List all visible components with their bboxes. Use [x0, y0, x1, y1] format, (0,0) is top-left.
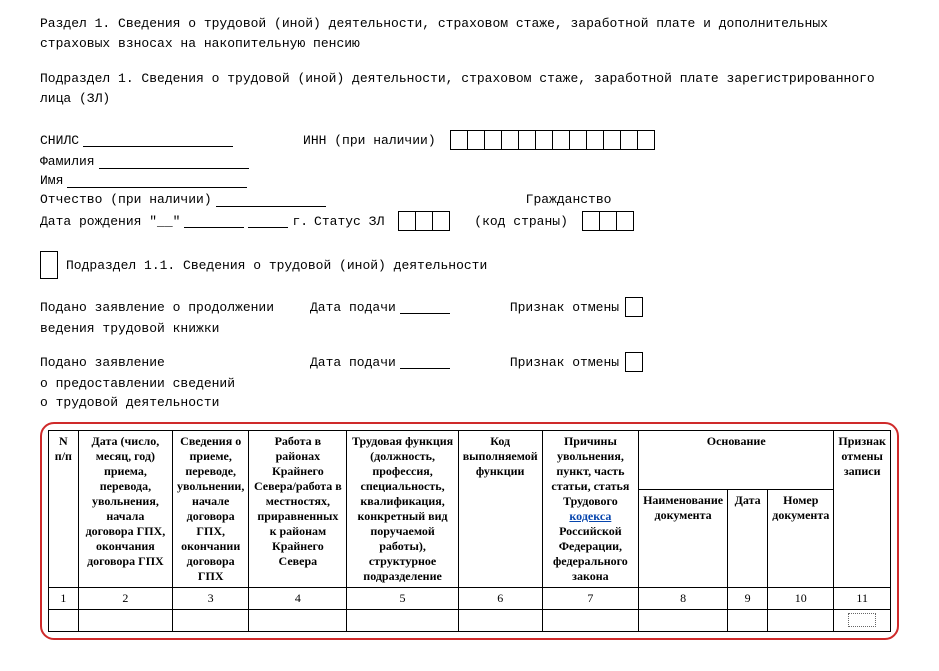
th-2: Дата (число, месяц, год) приема, перевод… [78, 431, 172, 588]
birthdate-month-input[interactable] [184, 214, 244, 228]
name-input[interactable] [67, 174, 247, 188]
codex-link[interactable]: кодекса [569, 509, 611, 523]
date-submit-input-2[interactable] [400, 355, 450, 369]
th-6: Код выполняемой функции [458, 431, 542, 588]
table-highlight-frame: N п/п Дата (число, месяц, год) приема, п… [40, 422, 899, 640]
name-label: Имя [40, 173, 63, 188]
app2-row2: о предоставлении сведений [40, 376, 899, 391]
surname-label: Фамилия [40, 154, 95, 169]
status-cells[interactable] [398, 211, 450, 231]
year-g-label: г. [292, 214, 308, 229]
app2-row3: о трудовой деятельности [40, 395, 899, 410]
surname-input[interactable] [99, 155, 249, 169]
patronymic-row: Отчество (при наличии) Гражданство [40, 192, 899, 207]
subsection11-checkbox[interactable] [40, 251, 58, 279]
inn-label: ИНН (при наличии) [303, 133, 436, 148]
num-10: 10 [768, 588, 834, 610]
th-5: Трудовая функция (должность, профессия, … [347, 431, 458, 588]
num-9: 9 [728, 588, 768, 610]
th-7: Причины увольнения, пункт, часть статьи,… [542, 431, 638, 588]
app1-row: Подано заявление о продолжении Дата пода… [40, 297, 899, 317]
th-9: Дата [728, 489, 768, 587]
num-8: 8 [639, 588, 728, 610]
country-code-label: (код страны) [474, 214, 568, 229]
subsection11-label: Подраздел 1.1. Сведения о трудовой (иной… [66, 258, 487, 273]
th-10: Номер документа [768, 489, 834, 587]
country-code-cells[interactable] [582, 211, 634, 231]
table-number-row: 1 2 3 4 5 6 7 8 9 10 11 [49, 588, 891, 610]
dotted-placeholder [848, 613, 876, 627]
app2-label3: о трудовой деятельности [40, 395, 219, 410]
snils-label: СНИЛС [40, 133, 79, 148]
num-11: 11 [834, 588, 891, 610]
th-11: Признак отмены записи [834, 431, 891, 588]
num-7: 7 [542, 588, 638, 610]
subsection11-row: Подраздел 1.1. Сведения о трудовой (иной… [40, 251, 899, 279]
app1-label2: ведения трудовой книжки [40, 321, 219, 336]
th-4: Работа в районах Крайнего Севера/работа … [249, 431, 347, 588]
section-title: Раздел 1. Сведения о трудовой (иной) дея… [40, 14, 899, 53]
birthdate-year-input[interactable] [248, 214, 288, 228]
name-row: Имя [40, 173, 899, 188]
subsection-title: Подраздел 1. Сведения о трудовой (иной) … [40, 69, 899, 108]
cancel-sign-box-1[interactable] [625, 297, 643, 317]
th-1: N п/п [49, 431, 79, 588]
inn-cells[interactable] [450, 130, 655, 150]
cancel-sign-label-1: Признак отмены [510, 300, 619, 315]
th-3: Сведения о приеме, переводе, увольнении,… [173, 431, 249, 588]
snils-input[interactable] [83, 133, 233, 147]
num-2: 2 [78, 588, 172, 610]
birthdate-row: Дата рождения "__" г. Статус ЗЛ (код стр… [40, 211, 899, 231]
patronymic-label: Отчество (при наличии) [40, 192, 212, 207]
main-table: N п/п Дата (число, месяц, год) приема, п… [48, 430, 891, 632]
status-label: Статус ЗЛ [314, 214, 384, 229]
app2-row: Подано заявление Дата подачи Признак отм… [40, 352, 899, 372]
surname-row: Фамилия [40, 154, 899, 169]
cancel-sign-label-2: Признак отмены [510, 355, 619, 370]
app1-label1: Подано заявление о продолжении [40, 300, 274, 315]
app2-label1: Подано заявление [40, 355, 165, 370]
num-5: 5 [347, 588, 458, 610]
table-empty-row [49, 610, 891, 632]
app1-row2: ведения трудовой книжки [40, 321, 899, 336]
snils-row: СНИЛС ИНН (при наличии) [40, 130, 899, 150]
date-submit-label-2: Дата подачи [310, 355, 396, 370]
num-4: 4 [249, 588, 347, 610]
date-submit-input-1[interactable] [400, 300, 450, 314]
citizenship-label: Гражданство [526, 192, 612, 207]
num-3: 3 [173, 588, 249, 610]
th-8-group: Основание [639, 431, 834, 490]
app2-label2: о предоставлении сведений [40, 376, 235, 391]
cancel-sign-box-2[interactable] [625, 352, 643, 372]
patronymic-input[interactable] [216, 193, 326, 207]
num-6: 6 [458, 588, 542, 610]
date-submit-label-1: Дата подачи [310, 300, 396, 315]
birthdate-label: Дата рождения "__" [40, 214, 180, 229]
th-8: Наименование документа [639, 489, 728, 587]
num-1: 1 [49, 588, 79, 610]
